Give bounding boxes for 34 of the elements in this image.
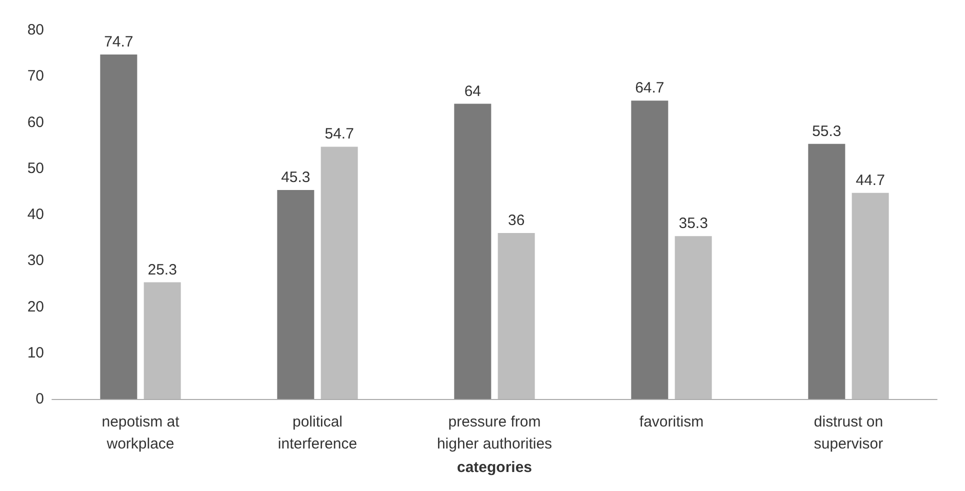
data-label: 64.7 (635, 80, 664, 97)
y-tick-label: 10 (27, 344, 44, 362)
data-label: 45.3 (281, 169, 310, 186)
bar (100, 54, 138, 399)
x-tick-label: political interference (278, 414, 358, 452)
bar (277, 190, 314, 399)
y-tick-label: 30 (27, 252, 44, 270)
x-tick-label: nepotism at workplace (102, 414, 180, 452)
data-label: 36 (508, 212, 525, 229)
x-tick-label: favoritism (639, 414, 704, 430)
x-axis-title: categories (456, 458, 532, 476)
data-label: 55.3 (812, 122, 842, 140)
bar (808, 144, 846, 399)
data-label: 25.3 (148, 261, 177, 278)
y-tick-label: 40 (27, 206, 44, 223)
data-label: 35.3 (678, 215, 708, 232)
bar (498, 232, 535, 399)
bar (674, 236, 712, 399)
bar (454, 104, 492, 399)
y-tick-label: 20 (27, 298, 44, 316)
y-tick-label: 0 (36, 390, 44, 408)
y-tick-label: 70 (27, 68, 44, 85)
bar (144, 282, 181, 399)
y-tick-label: 80 (27, 22, 44, 38)
bar (852, 192, 889, 399)
bar (631, 100, 668, 399)
data-label: 74.7 (104, 33, 134, 50)
y-tick-label: 60 (27, 114, 44, 131)
data-label: 44.7 (856, 172, 885, 189)
x-tick-label: distrust on supervisor (814, 414, 884, 452)
bar (320, 146, 358, 399)
y-tick-label: 50 (27, 160, 44, 177)
data-label: 64 (464, 82, 482, 100)
data-label: 54.7 (324, 126, 354, 143)
